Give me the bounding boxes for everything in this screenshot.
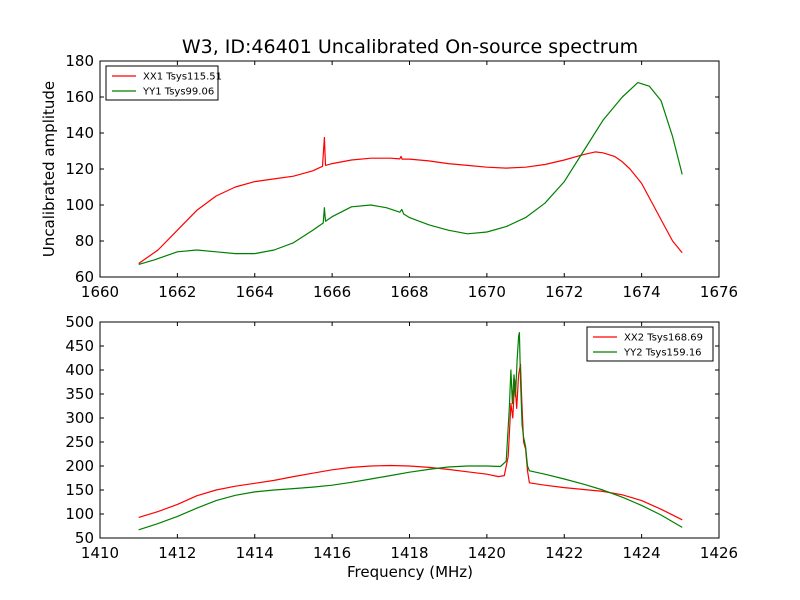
top-chart-y-tick-label: 180	[65, 52, 94, 70]
top-chart-x-tick-label: 1670	[468, 283, 506, 301]
bottom-chart-y-tick-label: 350	[65, 385, 94, 403]
top-chart-legend-label: XX1 Tsys115.51	[143, 72, 222, 83]
top-chart-x-tick-label: 1660	[81, 283, 119, 301]
top-chart-y-tick-label: 160	[65, 88, 94, 106]
bottom-chart-y-tick-label: 500	[65, 313, 94, 331]
bottom-chart-series-xx2-line	[138, 363, 683, 521]
bottom-chart: 1410 1412 1414 1416 1418 1420 1422 1424 1426 50 10…	[65, 313, 738, 562]
bottom-chart-x-tick-label: 1418	[390, 544, 428, 562]
bottom-chart-y-tick-label: 150	[65, 481, 94, 499]
top-chart-y-tick-label: 60	[75, 268, 94, 286]
bottom-chart-series-yy2-line	[138, 332, 683, 531]
bottom-chart-x-tick-label: 1410	[81, 544, 119, 562]
top-chart-y-tick-label: 80	[75, 232, 94, 250]
bottom-chart-y-tick-label: 300	[65, 409, 94, 427]
top-chart-x-tick-label: 1662	[158, 283, 196, 301]
bottom-chart-x-tick-label: 1412	[158, 544, 196, 562]
bottom-chart-y-tick-label: 100	[65, 505, 94, 523]
bottom-chart-x-tick-label: 1420	[468, 544, 506, 562]
bottom-chart-legend-box	[586, 326, 714, 362]
bottom-chart-x-tick-label: 1416	[313, 544, 351, 562]
bottom-chart-x-axis-label: Frequency (MHz)	[347, 563, 473, 581]
bottom-chart-x-tick-label: 1414	[236, 544, 274, 562]
top-chart-x-tick-label: 1668	[390, 283, 428, 301]
bottom-chart-y-tick-label: 400	[65, 361, 94, 379]
top-chart-y-tick-label: 120	[65, 160, 94, 178]
top-chart-x-tick-label: 1676	[700, 283, 738, 301]
bottom-chart-legend-label: YY2 Tsys159.16	[623, 348, 702, 359]
top-chart-x-tick-label: 1666	[313, 283, 351, 301]
bottom-chart-y-tick-label: 50	[75, 529, 94, 547]
top-chart-series-yy1-line	[138, 82, 683, 265]
bottom-chart-legend: XX2 Tsys168.69 YY2 Tsys159.16	[586, 326, 714, 362]
top-chart-x-tick-label: 1672	[545, 283, 583, 301]
bottom-chart-x-tick-label: 1426	[700, 544, 738, 562]
top-chart-y-tick-label: 100	[65, 196, 94, 214]
top-chart-y-axis-label: Uncalibrated amplitude	[40, 81, 58, 257]
top-chart-x-tick-label: 1674	[623, 283, 661, 301]
top-chart-y-tick-label: 140	[65, 124, 94, 142]
bottom-chart-x-tick-label: 1424	[623, 544, 661, 562]
top-chart-title: W3, ID:46401 Uncalibrated On-source spec…	[182, 36, 638, 58]
top-chart-legend-label: YY1 Tsys99.06	[142, 87, 214, 98]
top-chart-x-tick-label: 1664	[236, 283, 274, 301]
bottom-chart-legend-label: XX2 Tsys168.69	[624, 333, 703, 344]
top-chart-series-xx1-line	[138, 136, 683, 264]
bottom-chart-y-tick-label: 200	[65, 457, 94, 475]
top-chart: 1660 1662 1664 1666 1668 1670 1672 1674 1676 60 80…	[65, 52, 738, 301]
top-chart-legend-box	[105, 65, 219, 101]
bottom-chart-y-tick-label: 250	[65, 433, 94, 451]
bottom-chart-x-tick-label: 1422	[545, 544, 583, 562]
top-chart-legend: XX1 Tsys115.51 YY1 Tsys99.06	[105, 65, 222, 101]
bottom-chart-y-tick-label: 450	[65, 337, 94, 355]
